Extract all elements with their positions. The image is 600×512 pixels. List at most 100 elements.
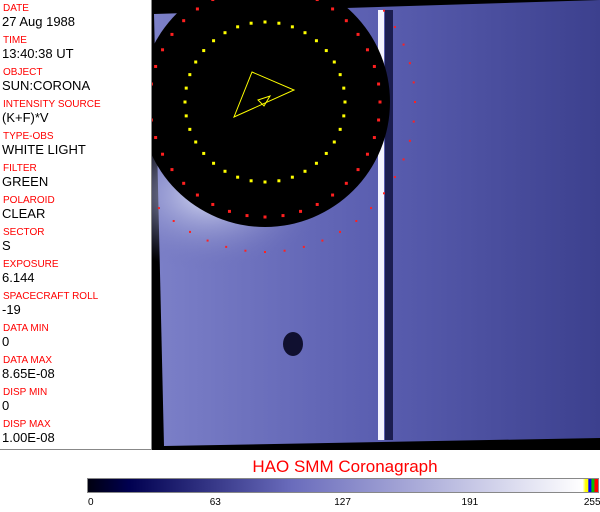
marker-dot bbox=[189, 230, 191, 233]
field-value: WHITE LIGHT bbox=[2, 142, 86, 157]
colorbar-tick-label: 0 bbox=[88, 497, 94, 508]
marker-dot bbox=[331, 193, 335, 197]
bright-streak bbox=[378, 10, 384, 440]
marker-dot bbox=[236, 25, 240, 29]
marker-dot bbox=[264, 251, 266, 253]
marker-dot bbox=[314, 161, 318, 165]
instrument-title: HAO SMM Coronagraph bbox=[252, 457, 438, 476]
marker-dot bbox=[372, 64, 376, 68]
marker-dot bbox=[211, 0, 215, 2]
marker-dot bbox=[154, 64, 158, 68]
marker-dot bbox=[183, 100, 187, 104]
field-label: TYPE-OBS bbox=[3, 131, 54, 142]
marker-dot bbox=[211, 202, 215, 206]
marker-dot bbox=[365, 48, 369, 52]
marker-dot bbox=[342, 114, 346, 118]
marker-dot bbox=[365, 152, 369, 156]
marker-dot bbox=[377, 82, 381, 86]
marker-dot bbox=[182, 181, 186, 185]
marker-dot bbox=[195, 193, 199, 197]
marker-dot bbox=[184, 86, 188, 90]
marker-dot bbox=[342, 86, 346, 90]
marker-dot bbox=[188, 73, 192, 77]
marker-dot bbox=[249, 179, 253, 183]
marker-dot bbox=[324, 151, 328, 155]
marker-dot bbox=[377, 118, 381, 122]
marker-dot bbox=[244, 249, 247, 252]
field-value: 0 bbox=[2, 334, 10, 349]
marker-dot bbox=[184, 114, 188, 118]
marker-dot bbox=[402, 43, 405, 46]
marker-dot bbox=[343, 100, 347, 104]
marker-dot bbox=[202, 49, 206, 53]
marker-dot bbox=[154, 136, 158, 140]
field-label: FILTER bbox=[3, 163, 37, 174]
marker-dot bbox=[182, 19, 186, 23]
field-label: INTENSITY SOURCE bbox=[3, 99, 101, 110]
occulting-disk bbox=[140, 0, 390, 227]
marker-dot bbox=[378, 100, 382, 104]
field-value: SUN:CORONA bbox=[2, 78, 91, 93]
marker-dot bbox=[339, 230, 341, 233]
marker-dot bbox=[223, 31, 227, 35]
marker-dot bbox=[414, 101, 416, 103]
marker-dot bbox=[225, 245, 228, 248]
marker-dot bbox=[412, 120, 415, 123]
field-value: 1.00E-08 bbox=[2, 430, 55, 445]
marker-dot bbox=[383, 192, 386, 195]
field-label: TIME bbox=[3, 35, 27, 46]
colorbar-tick-label: 127 bbox=[334, 497, 351, 508]
coronagraph-image bbox=[114, 0, 600, 450]
marker-dot bbox=[149, 118, 153, 122]
field-value: 6.144 bbox=[2, 270, 35, 285]
marker-dot bbox=[194, 140, 198, 144]
marker-dot bbox=[236, 175, 240, 179]
marker-dot bbox=[338, 127, 342, 131]
field-label: DATA MIN bbox=[3, 323, 49, 334]
marker-dot bbox=[212, 39, 216, 43]
marker-dot bbox=[263, 20, 267, 24]
marker-dot bbox=[281, 214, 285, 218]
marker-dot bbox=[223, 169, 227, 173]
field-label: SPACECRAFT ROLL bbox=[3, 291, 99, 302]
marker-dot bbox=[283, 249, 286, 252]
marker-dot bbox=[202, 151, 206, 155]
field-value: CLEAR bbox=[2, 206, 46, 221]
colorbar bbox=[87, 478, 599, 493]
marker-dot bbox=[157, 207, 160, 210]
colorbar-tick-label: 63 bbox=[209, 497, 221, 508]
field-value: (K+F)*V bbox=[2, 110, 49, 125]
header-info-panel: DATE 27 Aug 1988 TIME 13:40:38 UT OBJECT SUN:… bbox=[0, 0, 152, 450]
marker-dot bbox=[314, 39, 318, 43]
marker-dot bbox=[383, 9, 386, 12]
marker-dot bbox=[263, 215, 267, 219]
marker-dot bbox=[194, 60, 198, 64]
marker-dot bbox=[212, 161, 216, 165]
field-label: EXPOSURE bbox=[3, 259, 59, 270]
marker-dot bbox=[370, 207, 373, 210]
marker-dot bbox=[393, 26, 396, 28]
marker-dot bbox=[188, 127, 192, 131]
field-value: 13:40:38 UT bbox=[2, 46, 74, 61]
marker-dot bbox=[277, 21, 281, 25]
marker-dot bbox=[338, 73, 342, 77]
marker-dot bbox=[315, 202, 319, 206]
marker-dot bbox=[245, 214, 249, 218]
field-label: SECTOR bbox=[3, 227, 45, 238]
marker-dot bbox=[290, 25, 294, 29]
marker-dot bbox=[332, 60, 336, 64]
dark-spot bbox=[283, 332, 303, 356]
marker-dot bbox=[161, 48, 165, 52]
field-value: 8.65E-08 bbox=[2, 366, 55, 381]
marker-dot bbox=[321, 239, 324, 242]
marker-dot bbox=[408, 139, 411, 142]
field-label: POLAROID bbox=[3, 195, 55, 206]
colorbar-tick-label: 255 bbox=[583, 497, 600, 508]
marker-dot bbox=[324, 49, 328, 53]
field-value: GREEN bbox=[2, 174, 49, 189]
pointer-triangle bbox=[233, 71, 296, 118]
marker-dot bbox=[170, 168, 174, 172]
field-value: S bbox=[2, 238, 11, 253]
field-label: DATA MAX bbox=[3, 355, 53, 366]
field-label: DISP MAX bbox=[3, 419, 51, 430]
